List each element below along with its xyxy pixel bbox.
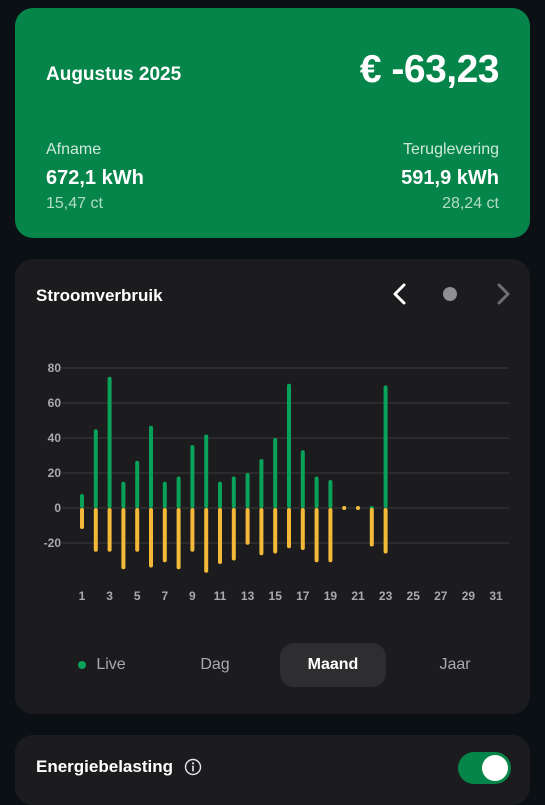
teruglevering-bar [162,508,167,563]
afname-bar [383,385,388,508]
afname-bar [204,434,209,508]
x-tick-label: 15 [269,589,283,603]
tab-live[interactable]: Live [67,643,137,687]
afname-bar [107,376,112,508]
afname-bar [149,425,153,508]
teruglevering-bar [149,508,153,568]
y-tick-label: -20 [44,536,62,550]
y-tick-label: 20 [48,466,62,480]
tab-dag-label: Dag [200,656,230,673]
teruglevering-bar [135,508,140,552]
current-period-dot[interactable] [443,287,457,301]
info-icon[interactable] [184,758,202,776]
tab-dag[interactable]: Dag [180,643,250,687]
afname-bar [245,473,250,508]
x-tick-label: 9 [189,589,196,603]
teruglevering-bar [190,508,195,552]
usage-title: Stroomverbruik [36,286,163,305]
x-tick-label: 27 [434,589,448,603]
teruglevering-bar [356,506,360,510]
afname-bar [80,494,84,508]
teruglevering-bar [80,508,84,529]
tab-maand-label: Maand [307,656,359,673]
y-tick-label: 0 [54,501,61,515]
afname-bar [135,460,140,508]
energy-tax-toggle[interactable] [458,752,511,784]
x-tick-label: 5 [134,589,141,603]
afname-bar [287,383,291,508]
x-tick-label: 3 [106,589,113,603]
teruglevering-label: Teruglevering [402,141,499,158]
teruglevering-kwh: 591,9 kWh [401,167,499,189]
afname-bar [190,445,195,508]
x-tick-label: 1 [79,589,86,603]
chevron-right-icon [497,283,510,305]
teruglevering-bar [328,508,333,563]
teruglevering-bar [314,508,319,563]
afname-label: Afname [46,141,102,158]
teruglevering-bar [369,508,374,547]
x-tick-label: 31 [489,589,503,603]
x-tick-label: 17 [296,589,310,603]
month-title: Augustus 2025 [46,64,182,85]
afname-bar [176,476,181,508]
afname-bar [300,450,305,508]
teruglevering-bar [121,508,126,570]
tab-maand[interactable]: Maand [280,643,386,687]
teruglevering-bar [107,508,112,552]
afname-kwh: 672,1 kWh [46,167,144,189]
teruglevering-bar [204,508,209,573]
previous-period-button[interactable] [385,279,415,309]
usage-card: Stroomverbruik 80 60 40 20 0 -20 1 3 5 7 9 11 13 15 17… [15,259,530,714]
x-tick-label: 13 [241,589,255,603]
y-tick-label: 80 [48,361,62,375]
total-amount: € -63,23 [359,48,500,91]
x-tick-label: 21 [351,589,365,603]
teruglevering-bar [383,508,388,554]
teruglevering-bar [245,508,250,545]
toggle-knob [482,755,508,781]
afname-bar [162,481,167,508]
energy-tax-label: Energiebelasting [36,757,173,776]
teruglevering-bar [231,508,236,561]
teruglevering-price: 28,24 ct [442,195,499,212]
y-tick-label: 40 [48,431,62,445]
chevron-left-icon [393,283,406,305]
x-tick-label: 11 [214,589,227,603]
energy-tax-card: Energiebelasting [15,735,530,805]
x-tick-label: 23 [379,589,393,603]
month-summary-card: Augustus 2025 € -63,23 Afname 672,1 kWh … [15,8,530,238]
teruglevering-bar [176,508,181,570]
period-tabs: Live Dag Maand Jaar [15,643,530,687]
teruglevering-bar [218,508,222,564]
afname-bar [218,481,222,508]
teruglevering-bar [342,506,347,510]
teruglevering-bar [259,508,264,556]
afname-bar [93,429,98,508]
afname-bar [121,481,126,508]
afname-bar [259,459,264,508]
x-tick-label: 29 [462,589,476,603]
x-tick-label: 7 [161,589,168,603]
live-indicator-dot [78,661,87,669]
next-period-button[interactable] [488,279,518,309]
afname-bar [231,476,236,508]
x-tick-label: 19 [324,589,338,603]
teruglevering-bar [300,508,305,550]
tab-live-label: Live [96,656,126,673]
teruglevering-bar [287,508,291,549]
tab-jaar-label: Jaar [439,656,471,673]
afname-bar [273,438,278,508]
teruglevering-bar [273,508,278,554]
tab-jaar[interactable]: Jaar [420,643,490,687]
afname-bar [314,476,319,508]
afname-bar [328,480,333,508]
x-tick-label: 25 [407,589,421,603]
afname-price: 15,47 ct [46,195,103,212]
y-tick-label: 60 [48,396,62,410]
teruglevering-bar [93,508,98,552]
